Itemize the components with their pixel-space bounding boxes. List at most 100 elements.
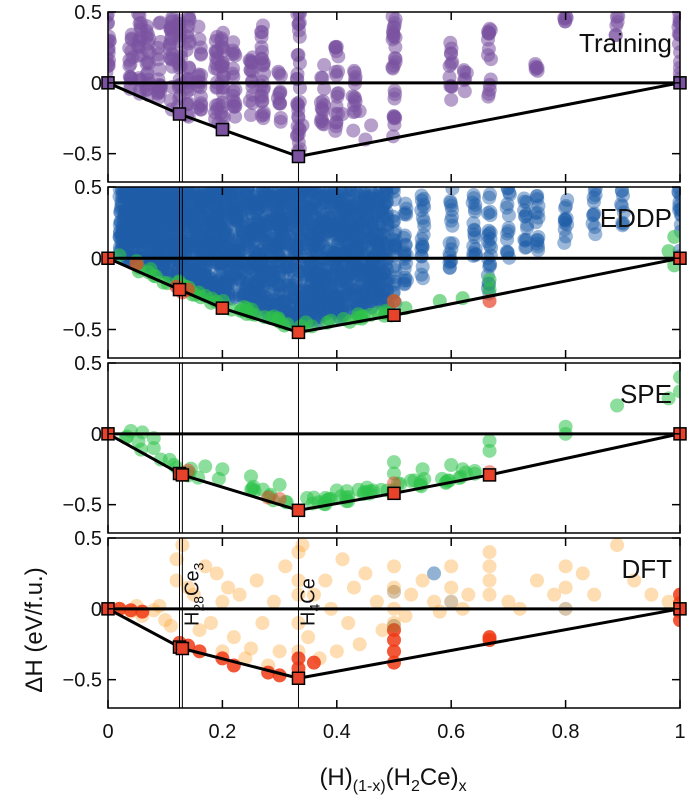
data-point — [295, 187, 310, 201]
data-point — [200, 242, 215, 257]
data-point — [674, 208, 680, 223]
data-point — [242, 223, 257, 238]
data-point — [292, 188, 307, 203]
data-point — [286, 290, 301, 305]
data-point — [442, 58, 457, 73]
data-point — [242, 234, 257, 249]
data-point — [248, 252, 263, 267]
data-point — [317, 58, 332, 73]
data-point — [229, 209, 244, 224]
data-point — [180, 257, 195, 272]
data-point — [338, 204, 353, 219]
data-point — [205, 263, 220, 278]
data-point — [254, 30, 269, 45]
data-point — [292, 187, 307, 198]
data-point — [108, 12, 114, 24]
data-point — [139, 193, 154, 208]
data-point — [230, 187, 245, 200]
data-point — [149, 204, 164, 219]
data-point — [331, 283, 346, 298]
data-point — [243, 108, 258, 123]
data-point — [265, 273, 280, 288]
data-point — [379, 241, 394, 256]
data-point — [271, 64, 286, 79]
data-point — [241, 187, 256, 196]
data-point — [271, 196, 286, 211]
data-point — [335, 197, 350, 212]
data-point — [158, 194, 173, 209]
data-point — [374, 270, 389, 285]
data-point — [280, 278, 295, 293]
data-point — [387, 618, 401, 633]
data-point — [258, 209, 273, 224]
data-point — [214, 221, 229, 236]
data-point — [219, 271, 234, 286]
data-point — [282, 191, 297, 206]
data-point — [280, 196, 295, 211]
data-point — [296, 209, 311, 224]
data-point — [335, 289, 350, 304]
y-tick-label: −0.5 — [63, 320, 102, 342]
data-point — [264, 189, 279, 204]
data-point — [212, 191, 227, 206]
data-point — [281, 259, 296, 274]
data-point — [119, 207, 134, 222]
data-point — [378, 236, 393, 251]
data-point — [191, 229, 206, 244]
data-point — [254, 89, 269, 104]
data-point — [313, 262, 328, 277]
data-point — [272, 644, 287, 659]
y-axis-label: ΔH (eV/f.u.) — [21, 567, 48, 692]
data-point — [275, 225, 290, 240]
data-point — [292, 12, 307, 20]
data-point — [233, 204, 248, 219]
data-point — [206, 237, 221, 252]
data-point — [210, 202, 225, 217]
data-point — [280, 235, 295, 250]
data-point — [122, 187, 137, 198]
y-tick-label: −0.5 — [63, 495, 102, 517]
data-point — [132, 187, 147, 195]
data-point — [143, 220, 158, 235]
data-point — [233, 244, 248, 259]
data-point — [174, 237, 189, 252]
data-point — [203, 187, 218, 200]
data-point — [341, 201, 356, 216]
data-point — [350, 234, 365, 249]
data-point — [303, 278, 318, 293]
data-point — [483, 72, 498, 87]
data-point — [557, 235, 572, 250]
data-point — [212, 236, 227, 251]
data-point — [156, 233, 171, 248]
data-point — [376, 246, 391, 261]
data-point — [209, 237, 224, 252]
data-point — [194, 197, 209, 212]
data-point — [173, 241, 188, 256]
data-point — [228, 187, 243, 201]
data-point — [353, 216, 368, 231]
data-point — [369, 191, 384, 206]
data-point — [306, 302, 321, 317]
data-point — [444, 41, 459, 56]
data-point — [182, 187, 197, 202]
hull-marker — [291, 503, 306, 518]
data-point — [588, 188, 603, 203]
data-point — [191, 211, 206, 226]
data-point — [242, 224, 257, 239]
data-point — [193, 197, 208, 212]
data-point — [187, 218, 202, 233]
data-point — [304, 187, 319, 197]
data-point — [276, 268, 291, 283]
data-point — [189, 227, 204, 242]
data-point — [120, 204, 135, 219]
data-point — [314, 220, 329, 235]
data-point — [260, 243, 275, 258]
data-point — [272, 283, 287, 298]
data-point — [146, 220, 161, 235]
data-point — [360, 203, 375, 218]
data-point — [366, 285, 381, 300]
data-point — [278, 294, 293, 309]
data-point — [121, 221, 136, 236]
data-point — [379, 194, 394, 209]
data-point — [373, 187, 388, 196]
